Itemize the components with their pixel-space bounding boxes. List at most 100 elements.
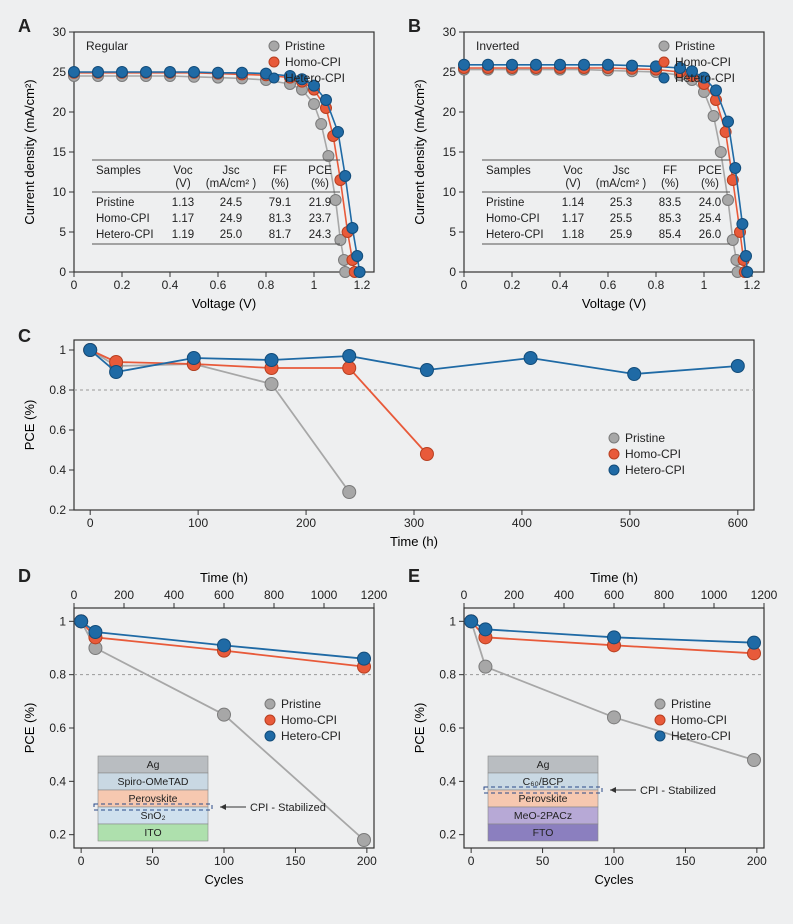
svg-text:1200: 1200 bbox=[751, 588, 778, 602]
panel-c-svg: 01002003004005006000.20.40.60.81Time (h)… bbox=[12, 322, 781, 562]
svg-text:81.3: 81.3 bbox=[269, 213, 291, 225]
svg-text:0.6: 0.6 bbox=[49, 721, 66, 735]
svg-text:5: 5 bbox=[59, 225, 66, 239]
svg-text:100: 100 bbox=[604, 854, 624, 868]
svg-text:150: 150 bbox=[285, 854, 305, 868]
svg-text:0.8: 0.8 bbox=[49, 668, 66, 682]
svg-text:Pristine: Pristine bbox=[625, 431, 665, 445]
svg-text:0: 0 bbox=[78, 854, 85, 868]
svg-text:20: 20 bbox=[53, 105, 67, 119]
svg-text:81.7: 81.7 bbox=[269, 229, 291, 241]
svg-text:0: 0 bbox=[468, 854, 475, 868]
svg-text:0.4: 0.4 bbox=[439, 774, 456, 788]
svg-text:0.2: 0.2 bbox=[114, 278, 131, 292]
svg-text:Pristine: Pristine bbox=[671, 697, 711, 711]
svg-text:25.0: 25.0 bbox=[220, 229, 242, 241]
svg-text:PCE: PCE bbox=[308, 165, 332, 177]
svg-text:Pristine: Pristine bbox=[96, 197, 134, 209]
svg-text:1: 1 bbox=[311, 278, 318, 292]
svg-text:Pristine: Pristine bbox=[281, 697, 321, 711]
svg-text:600: 600 bbox=[214, 588, 234, 602]
svg-text:150: 150 bbox=[675, 854, 695, 868]
svg-text:200: 200 bbox=[114, 588, 134, 602]
svg-text:15: 15 bbox=[53, 145, 67, 159]
svg-text:Perovskite: Perovskite bbox=[128, 793, 177, 805]
svg-text:15: 15 bbox=[443, 145, 457, 159]
svg-text:Hetero-CPI: Hetero-CPI bbox=[625, 463, 685, 477]
svg-text:CPI - Stabilized: CPI - Stabilized bbox=[640, 785, 716, 797]
svg-text:1000: 1000 bbox=[311, 588, 338, 602]
svg-text:85.4: 85.4 bbox=[659, 229, 682, 241]
svg-text:SnO₂: SnO₂ bbox=[140, 810, 165, 822]
svg-text:1.18: 1.18 bbox=[562, 229, 584, 241]
svg-text:Homo-CPI: Homo-CPI bbox=[96, 213, 150, 225]
row-ab: A 00.20.40.60.811.2051015202530Voltage (… bbox=[12, 12, 781, 322]
svg-text:21.9: 21.9 bbox=[309, 197, 331, 209]
svg-text:200: 200 bbox=[296, 516, 316, 530]
svg-text:79.1: 79.1 bbox=[269, 197, 291, 209]
panel-e: E 0501001502000.20.40.60.81CyclesPCE (%)… bbox=[402, 562, 782, 902]
svg-text:Time (h): Time (h) bbox=[590, 570, 638, 585]
svg-text:Time (h): Time (h) bbox=[200, 570, 248, 585]
svg-text:Cycles: Cycles bbox=[594, 872, 634, 887]
svg-text:0.6: 0.6 bbox=[49, 423, 66, 437]
svg-text:0.2: 0.2 bbox=[49, 828, 66, 842]
svg-text:1000: 1000 bbox=[701, 588, 728, 602]
svg-text:0.2: 0.2 bbox=[49, 503, 66, 517]
svg-text:PCE: PCE bbox=[698, 165, 722, 177]
svg-text:Time (h): Time (h) bbox=[390, 534, 438, 549]
svg-text:(%): (%) bbox=[701, 178, 719, 190]
svg-text:Samples: Samples bbox=[486, 165, 531, 177]
svg-text:1200: 1200 bbox=[361, 588, 388, 602]
svg-text:(%): (%) bbox=[661, 178, 679, 190]
svg-text:Homo-CPI: Homo-CPI bbox=[486, 213, 540, 225]
svg-text:Homo-CPI: Homo-CPI bbox=[625, 447, 681, 461]
panel-e-svg: 0501001502000.20.40.60.81CyclesPCE (%)02… bbox=[402, 562, 782, 902]
svg-text:24.3: 24.3 bbox=[309, 229, 331, 241]
svg-text:0: 0 bbox=[87, 516, 94, 530]
svg-text:Voltage (V): Voltage (V) bbox=[582, 296, 646, 311]
svg-text:PCE (%): PCE (%) bbox=[22, 703, 37, 754]
svg-text:400: 400 bbox=[164, 588, 184, 602]
svg-text:0.6: 0.6 bbox=[600, 278, 617, 292]
svg-text:0: 0 bbox=[449, 265, 456, 279]
svg-text:1: 1 bbox=[59, 614, 66, 628]
svg-text:0.4: 0.4 bbox=[162, 278, 179, 292]
svg-text:0: 0 bbox=[71, 588, 78, 602]
svg-text:ITO: ITO bbox=[144, 827, 161, 839]
panel-d-svg: 0501001502000.20.40.60.81CyclesPCE (%)02… bbox=[12, 562, 392, 902]
svg-text:23.7: 23.7 bbox=[309, 213, 331, 225]
svg-text:30: 30 bbox=[53, 25, 67, 39]
svg-text:600: 600 bbox=[728, 516, 748, 530]
svg-text:CPI - Stabilized: CPI - Stabilized bbox=[250, 802, 326, 814]
svg-text:0.8: 0.8 bbox=[648, 278, 665, 292]
svg-text:(V): (V) bbox=[175, 178, 191, 190]
svg-text:25: 25 bbox=[443, 65, 457, 79]
svg-text:25: 25 bbox=[53, 65, 67, 79]
svg-text:Hetero-CPI: Hetero-CPI bbox=[675, 71, 735, 85]
svg-text:FF: FF bbox=[663, 165, 677, 177]
svg-text:400: 400 bbox=[512, 516, 532, 530]
panel-e-label: E bbox=[408, 566, 420, 587]
svg-text:0.8: 0.8 bbox=[439, 668, 456, 682]
svg-text:PCE (%): PCE (%) bbox=[22, 400, 37, 451]
svg-text:83.5: 83.5 bbox=[659, 197, 681, 209]
svg-text:20: 20 bbox=[443, 105, 457, 119]
svg-text:25.3: 25.3 bbox=[610, 197, 632, 209]
svg-text:0.6: 0.6 bbox=[439, 721, 456, 735]
svg-text:Ag: Ag bbox=[147, 759, 160, 771]
svg-text:5: 5 bbox=[449, 225, 456, 239]
svg-text:24.0: 24.0 bbox=[699, 197, 721, 209]
svg-text:(%): (%) bbox=[311, 178, 329, 190]
svg-text:(mA/cm² ): (mA/cm² ) bbox=[206, 178, 257, 190]
svg-text:100: 100 bbox=[214, 854, 234, 868]
svg-text:26.0: 26.0 bbox=[699, 229, 721, 241]
svg-text:(V): (V) bbox=[565, 178, 581, 190]
svg-text:Ag: Ag bbox=[537, 759, 550, 771]
svg-text:0.2: 0.2 bbox=[439, 828, 456, 842]
svg-text:Jsc: Jsc bbox=[222, 165, 240, 177]
svg-text:Voltage (V): Voltage (V) bbox=[192, 296, 256, 311]
svg-text:Pristine: Pristine bbox=[486, 197, 524, 209]
panel-d-label: D bbox=[18, 566, 31, 587]
svg-text:0.2: 0.2 bbox=[504, 278, 521, 292]
